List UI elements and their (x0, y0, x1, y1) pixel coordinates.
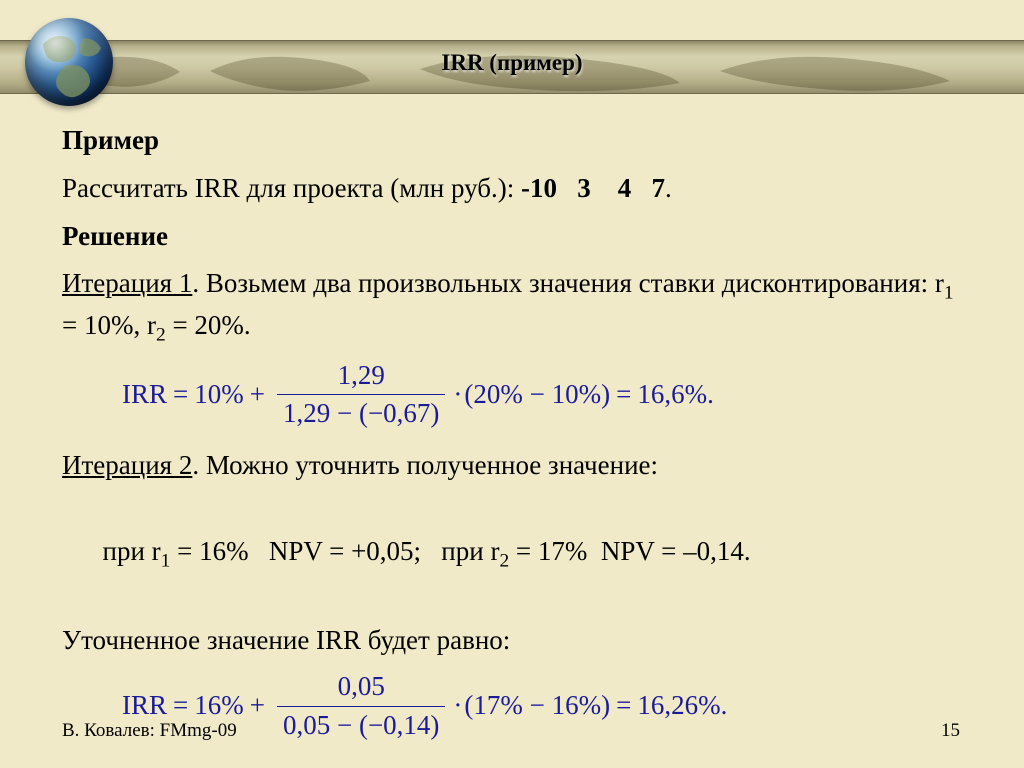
iteration-1-text: Итерация 1. Возьмем два произвольных зна… (62, 265, 974, 348)
f2-delta: (17% − 16%) (464, 687, 610, 725)
solution-heading: Решение (62, 218, 974, 256)
iteration-1-r2: = 20%. (166, 310, 251, 340)
iteration-2-final: Уточненное значение IRR будет равно: (62, 622, 974, 660)
content-area: Пример Рассчитать IRR для проекта (млн р… (62, 122, 974, 758)
problem-statement: Рассчитать IRR для проекта (млн руб.): -… (62, 170, 974, 208)
example-heading: Пример (62, 122, 974, 160)
f2-result: 16,26% (637, 687, 720, 725)
f2-fraction: 0,05 0,05 − (−0,14) (277, 670, 445, 743)
f2-numerator: 0,05 (332, 670, 391, 704)
iter2-c: = 17% NPV = –0,14. (509, 536, 750, 566)
f1-fraction: 1,29 1,29 − (−0,67) (277, 359, 445, 432)
f1-delta: (20% − 10%) (464, 376, 610, 414)
problem-suffix: . (665, 173, 672, 203)
iteration-1-label: Итерация 1 (62, 268, 192, 298)
iteration-2-values: при r1 = 16% NPV = +0,05; при r2 = 17% N… (62, 495, 974, 612)
slide-title: IRR (пример) (0, 50, 1024, 76)
iteration-2-label: Итерация 2 (62, 450, 192, 480)
f1-lhs: IRR (122, 376, 167, 414)
iteration-1-rest: . Возьмем два произвольных значения став… (192, 268, 944, 298)
footer-author: В. Ковалев: FMmg-09 (62, 720, 237, 742)
iter2-b: = 16% NPV = +0,05; при r (170, 536, 499, 566)
cashflow-values: -10 3 4 7 (521, 173, 665, 203)
formula-2: IRR = 16% + 0,05 0,05 − (−0,14) · (17% −… (122, 670, 974, 743)
iteration-1-r1: = 10%, r (62, 310, 156, 340)
f2-denominator: 0,05 − (−0,14) (277, 709, 445, 743)
iteration-2-rest: . Можно уточнить полученное значение: (192, 450, 658, 480)
slide: IRR (пример) Пример Рассчитать IRR для п… (0, 0, 1024, 768)
problem-prefix: Рассчитать IRR для проекта (млн руб.): (62, 173, 521, 203)
iteration-2-text: Итерация 2. Можно уточнить полученное зн… (62, 447, 974, 485)
f1-base: 10% (194, 376, 244, 414)
f1-denominator: 1,29 − (−0,67) (277, 397, 445, 431)
page-number: 15 (941, 720, 960, 742)
iter2-a: при r (103, 536, 161, 566)
f1-result: 16,6% (637, 376, 707, 414)
f1-numerator: 1,29 (332, 359, 391, 393)
formula-1: IRR = 10% + 1,29 1,29 − (−0,67) · (20% −… (122, 359, 974, 432)
